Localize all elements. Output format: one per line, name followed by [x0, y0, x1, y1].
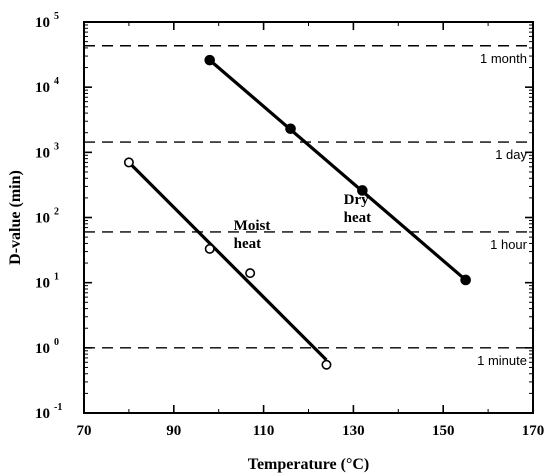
series-moist-heat: Moist heat	[123, 157, 332, 370]
series-fit-line	[208, 58, 467, 282]
y-tick-label: 10	[35, 145, 50, 161]
data-point-filled	[460, 274, 471, 286]
y-tick-exponent: 4	[54, 76, 59, 87]
x-axis-title: Temperature (°C)	[248, 456, 369, 473]
x-tick-label: 150	[432, 423, 455, 439]
y-tick-exponent: -1	[54, 402, 62, 413]
data-point-open	[123, 157, 134, 168]
y-tick-label: 10	[35, 406, 50, 422]
y-tick-label: 10	[35, 211, 50, 227]
data-point-filled	[357, 185, 368, 196]
y-tick-exponent: 1	[54, 272, 59, 283]
reference-line-label: 1 hour	[490, 237, 528, 252]
series-label: Dry heat	[344, 192, 372, 226]
plot-frame	[83, 21, 534, 414]
y-tick-exponent: 2	[54, 207, 59, 218]
x-tick-label: 90	[166, 423, 181, 439]
reference-line-label: 1 day	[495, 147, 527, 162]
y-tick-label: 10	[35, 15, 50, 31]
data-point-filled	[204, 54, 216, 66]
data-point-open	[321, 359, 332, 370]
series-fit-line	[127, 161, 328, 362]
reference-lines: 1 month 1 day 1 hour 1 minute	[84, 45, 533, 368]
reference-line-label: 1 minute	[477, 353, 527, 368]
y-tick-label: 10	[35, 276, 50, 292]
y-tick-exponent: 0	[54, 337, 59, 348]
data-point-open	[204, 243, 215, 254]
data-point-open	[245, 268, 256, 279]
y-tick-label: 10	[35, 341, 50, 357]
data-point-filled	[285, 123, 296, 135]
y-axis-title: D-value (min)	[7, 170, 24, 265]
y-tick-label: 10	[35, 80, 50, 96]
series-dry-heat: Dry heat	[204, 54, 471, 286]
series-label: Moist heat	[234, 218, 271, 252]
x-tick-label: 170	[522, 423, 545, 439]
series-layer: Moist heat Dry heat	[123, 54, 471, 370]
x-tick-label: 70	[77, 423, 92, 439]
x-tick-label: 130	[342, 423, 365, 439]
y-tick-exponent: 3	[54, 141, 59, 152]
reference-line-label: 1 month	[480, 51, 527, 66]
y-tick-exponent: 5	[54, 11, 59, 22]
x-tick-label: 110	[253, 423, 275, 439]
